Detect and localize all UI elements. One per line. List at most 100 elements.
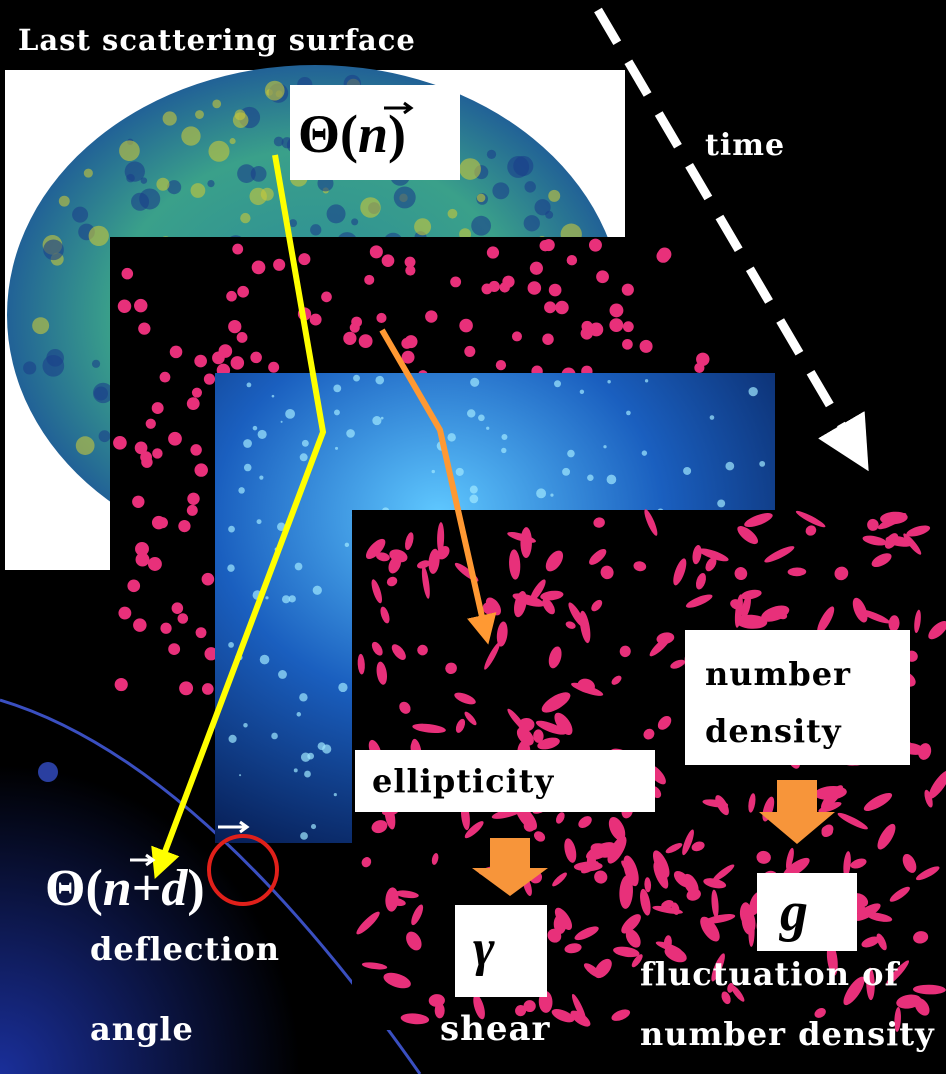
dot [528,281,542,295]
dot [135,542,149,556]
cmb-spot [126,174,135,183]
dot [582,321,593,332]
formula-part: ) [388,104,406,164]
dot [133,618,146,631]
web-node [470,486,478,494]
cmb-spot [240,213,250,223]
dot [122,268,134,280]
dot [178,520,190,532]
dot [609,318,623,332]
web-node [335,447,338,450]
dot [115,678,128,691]
formula-part: + [132,860,162,917]
web-node [759,461,765,467]
dot [589,239,602,252]
dot [226,291,237,302]
cmb-spot [156,178,169,191]
formula-part: d [161,860,188,917]
dot [487,246,499,258]
dot [212,352,225,365]
cmb-spot [492,182,509,199]
web-node [244,464,252,472]
web-node [265,596,268,599]
dot [364,275,374,285]
bg-dot [38,762,58,782]
dot [168,643,180,655]
web-node [278,670,287,679]
cmb-spot [207,180,214,187]
fluctuation-label: fluctuation of [640,955,900,993]
dot [567,255,577,265]
web-node [281,421,283,423]
dot [178,613,189,624]
web-node [313,586,322,595]
web-node [338,683,347,692]
g-symbol: g [778,881,808,943]
cmb-spot [99,430,111,442]
cmb-spot [525,181,536,192]
web-node [294,768,298,772]
dot [425,310,437,322]
cmb-spot [195,110,204,119]
dot [152,448,162,458]
dot [170,346,183,359]
cmb-spot [477,194,486,203]
web-node [567,450,575,458]
web-node [282,595,290,603]
cmb-spot [524,215,540,231]
cmb-spot [535,199,551,215]
cmb-spot [487,150,496,159]
web-node [607,380,610,383]
web-node [478,414,485,421]
web-node [717,499,725,507]
web-node [536,488,546,498]
web-node [580,390,584,394]
dot [134,299,147,312]
dot [232,244,243,255]
web-node [259,476,263,480]
number-density-label: density [705,712,842,750]
shear-label: shear [440,1009,551,1049]
dot [179,681,193,695]
dot [118,300,131,313]
cmb-spot [131,193,149,211]
cmb-spot [89,226,109,246]
web-node [372,416,381,425]
shear-symbol: γ [473,920,495,977]
web-node [272,395,275,398]
web-node [260,655,270,665]
dot [544,301,556,313]
web-node [375,376,384,385]
surface-label: Last scattering surface [18,23,416,57]
web-node [238,487,244,493]
dot [343,332,356,345]
dot [640,340,653,353]
dot [231,356,245,370]
web-node [253,426,258,431]
web-node [300,832,308,840]
dot [160,372,171,383]
cmb-spot [251,166,267,182]
dot [127,579,140,592]
cmb-spot [394,186,416,208]
web-node [587,474,594,481]
web-node [302,440,309,447]
cmb-spot [208,141,229,162]
cmb-spot [230,138,236,144]
top-formula: Θ(n) [298,104,406,164]
cmb-spot [414,218,431,235]
web-node [243,439,252,448]
cmb-spot [42,355,64,377]
cmb-spot [327,204,346,223]
cmb-spot [459,158,481,180]
dot [555,301,569,315]
page: {"header":{"title":"Last scattering surf… [0,0,946,1074]
web-node [607,475,617,485]
dot [252,261,266,275]
web-node [243,723,247,727]
web-node [228,642,234,648]
web-node [318,742,326,750]
dot [540,240,551,251]
dot [202,683,214,695]
cmb-spot [167,180,181,194]
